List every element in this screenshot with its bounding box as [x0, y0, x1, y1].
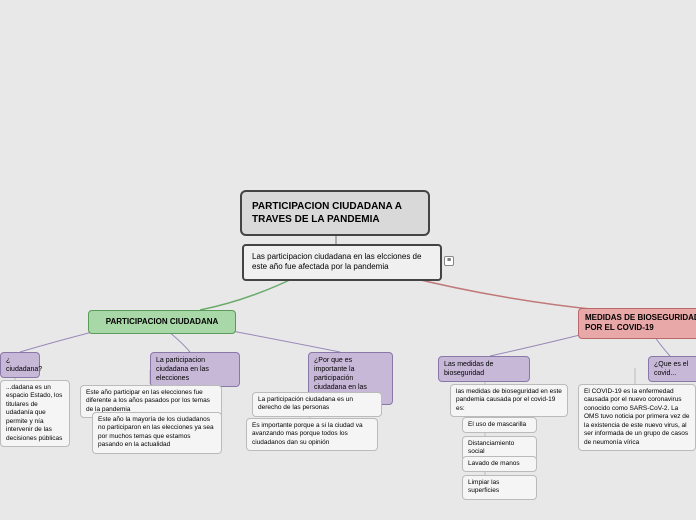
- branch-left-label: PARTICIPACION CIUDADANA: [106, 317, 219, 326]
- root-title: PARTICIPACION CIUDADANA A TRAVES DE LA P…: [252, 201, 402, 225]
- branch-bioseguridad[interactable]: MEDIDAS DE BIOSEGURIDAD POR EL COVID-19: [578, 308, 696, 339]
- topic-elecciones[interactable]: La participacion ciudadana en las elecci…: [150, 352, 240, 387]
- branch-right-label: MEDIDAS DE BIOSEGURIDAD POR EL COVID-19: [585, 313, 696, 332]
- leaf-limpiar[interactable]: Limpiar las superficies: [462, 475, 537, 500]
- leaf-definicion[interactable]: ...dadana es un espacio Estado, los titu…: [0, 380, 70, 447]
- leaf-lavado[interactable]: Lavado de manos: [462, 456, 537, 472]
- topic-medidas[interactable]: Las medidas de bioseguridad: [438, 356, 530, 382]
- expand-icon[interactable]: ≡: [444, 256, 454, 266]
- leaf-medidas-intro[interactable]: las medidas de bioseguridad en este pand…: [450, 384, 568, 417]
- leaf-derecho[interactable]: La participación ciudadana es un derecho…: [252, 392, 382, 417]
- root-node[interactable]: PARTICIPACION CIUDADANA A TRAVES DE LA P…: [240, 190, 430, 236]
- topic-que-es[interactable]: ¿ ciudadana?: [0, 352, 40, 378]
- topic-covid[interactable]: ¿Que es el covid...: [648, 356, 696, 382]
- branch-participacion[interactable]: PARTICIPACION CIUDADANA: [88, 310, 236, 334]
- leaf-mascarilla[interactable]: El uso de mascarilla: [462, 417, 537, 433]
- leaf-elecciones-b[interactable]: Este año la mayoría de los ciudadanos no…: [92, 412, 222, 454]
- sub-text: Las participacion ciudadana en las elcci…: [252, 252, 421, 271]
- leaf-covid-def[interactable]: El COVID-19 es la enfermedad causada por…: [578, 384, 696, 451]
- sub-node[interactable]: Las participacion ciudadana en las elcci…: [242, 244, 442, 281]
- leaf-importante[interactable]: Es importante porque a si la ciudad va a…: [246, 418, 378, 451]
